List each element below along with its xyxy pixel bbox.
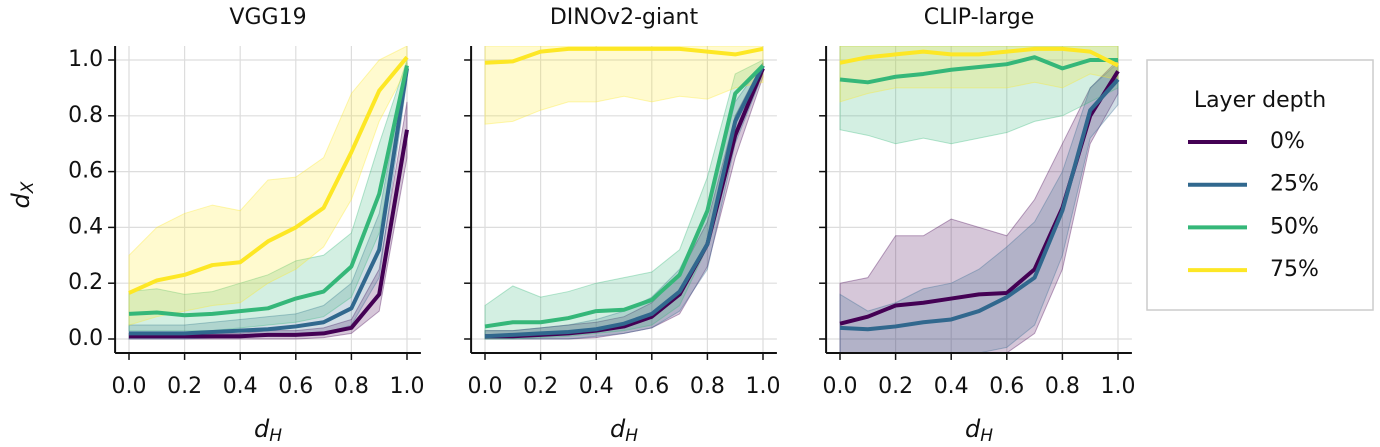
x-tick-label: 0.4 xyxy=(223,374,258,399)
x-tick-label: 0.4 xyxy=(934,374,969,399)
axis-label-main: d xyxy=(610,415,626,443)
axis-label: dH xyxy=(965,415,993,446)
axis-label: dH xyxy=(610,415,638,446)
band xyxy=(839,61,1119,353)
x-tick-label: 0.6 xyxy=(634,374,669,399)
band xyxy=(128,101,408,340)
line xyxy=(839,46,1119,68)
axis-label-sub: X xyxy=(18,181,38,194)
line xyxy=(128,55,409,295)
band xyxy=(839,46,1119,145)
x-tick-label: 0.2 xyxy=(878,374,913,399)
line xyxy=(129,68,409,336)
legend-label: 0% xyxy=(1270,129,1305,154)
band xyxy=(839,58,1119,353)
legend-title: Layer depth xyxy=(1194,88,1326,113)
x-tick-label: 0.2 xyxy=(523,374,558,399)
x-tick-label: 0.0 xyxy=(468,374,503,399)
y-tick-label: 1.0 xyxy=(68,47,103,72)
y-tick-label: 0.8 xyxy=(68,103,103,128)
line xyxy=(839,78,1120,332)
legend-label: 50% xyxy=(1270,214,1319,239)
line xyxy=(128,65,409,318)
x-tick-label: 0.0 xyxy=(112,374,147,399)
x-tick-label: 0.4 xyxy=(579,374,614,399)
legend-box xyxy=(1146,59,1374,311)
x-tick-label: 0.8 xyxy=(1045,374,1080,399)
legend-label: 75% xyxy=(1270,257,1319,282)
band xyxy=(484,46,764,125)
y-tick-label: 0.0 xyxy=(68,326,103,351)
y-tick-label: 0.2 xyxy=(68,270,103,295)
x-tick-label: 1.0 xyxy=(746,374,781,399)
axis-label-sub: H xyxy=(980,426,993,446)
line xyxy=(484,64,765,339)
axis-label-sub: H xyxy=(269,426,282,446)
line xyxy=(129,129,409,339)
x-tick-label: 1.0 xyxy=(390,374,425,399)
x-tick-label: 1.0 xyxy=(1101,374,1136,399)
legend-label: 25% xyxy=(1270,172,1319,197)
axis-label-sub: H xyxy=(625,426,638,446)
chart-title: CLIP-large xyxy=(924,5,1035,30)
line xyxy=(839,55,1118,85)
axis-label-main: d xyxy=(254,415,270,443)
line xyxy=(484,64,765,329)
axis-label: dX xyxy=(7,181,38,208)
y-tick-label: 0.6 xyxy=(68,159,103,184)
x-tick-label: 0.2 xyxy=(167,374,202,399)
x-tick-label: 0.6 xyxy=(278,374,313,399)
line xyxy=(484,46,764,65)
x-tick-label: 0.8 xyxy=(334,374,369,399)
axis-label-main: d xyxy=(965,415,981,443)
chart-title: VGG19 xyxy=(229,5,306,30)
axis-label-main: d xyxy=(7,192,35,208)
y-tick-label: 0.4 xyxy=(68,214,103,239)
axis-label: dH xyxy=(254,415,282,446)
x-tick-label: 0.0 xyxy=(823,374,858,399)
chart-title: DINOv2-giant xyxy=(550,5,699,30)
x-tick-label: 0.6 xyxy=(989,374,1024,399)
x-tick-label: 0.8 xyxy=(690,374,725,399)
